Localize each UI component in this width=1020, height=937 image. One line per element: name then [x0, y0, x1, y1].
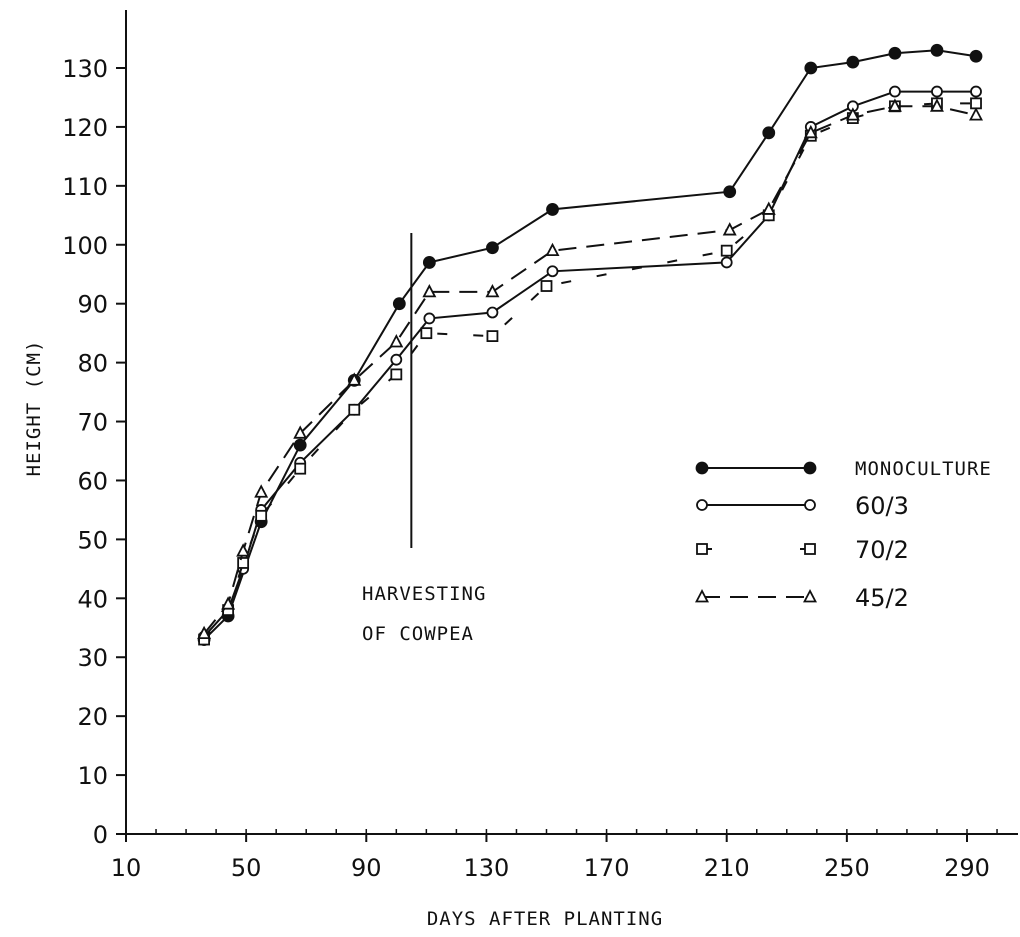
- y-tick-label-130: 130: [62, 55, 108, 83]
- x-tick-label-10: 10: [111, 854, 142, 882]
- y-tick-label-30: 30: [77, 644, 108, 672]
- data-point-45-2-6: [389, 334, 404, 348]
- y-tick-label-80: 80: [77, 350, 108, 378]
- y-axis-title: HEIGHT (CM): [23, 340, 45, 477]
- data-point-70-2-10: [720, 244, 733, 257]
- data-point-45-2-2: [236, 543, 251, 557]
- data-point-45-2-16: [969, 107, 983, 121]
- series-45-2: [197, 98, 983, 640]
- data-point-monoculture-7: [486, 241, 499, 255]
- data-point-45-2-3: [254, 484, 269, 498]
- y-tick-label-20: 20: [77, 703, 108, 731]
- series-line-monoculture: [203, 49, 977, 641]
- x-axis-title: DAYS AFTER PLANTING: [427, 908, 663, 930]
- legend-marker-end-70-2: [804, 543, 816, 555]
- legend-label-70-2: 70/2: [855, 536, 909, 564]
- data-point-70-2-9: [540, 280, 553, 292]
- y-tick-label-50: 50: [77, 526, 108, 554]
- y-tick-label-10: 10: [77, 762, 108, 790]
- data-point-70-2-16: [970, 97, 982, 110]
- x-tick-label-290: 290: [944, 854, 990, 882]
- data-point-45-2-12: [803, 124, 818, 139]
- legend-marker-end-45-2: [803, 589, 817, 603]
- data-point-monoculture-9: [723, 185, 737, 199]
- data-point-70-2-6: [390, 368, 403, 381]
- data-point-45-2-8: [485, 283, 500, 298]
- x-tick-label-90: 90: [351, 854, 382, 882]
- data-point-60-3-7: [423, 312, 436, 325]
- data-point-monoculture-6: [422, 256, 436, 269]
- data-point-70-2-4: [294, 462, 307, 475]
- data-point-45-2-15: [929, 98, 944, 112]
- data-point-70-2-3: [255, 509, 268, 522]
- legend-label-monoculture: MONOCULTURE: [855, 458, 992, 480]
- legend-marker-start-70-2: [696, 543, 708, 555]
- data-point-45-2-11: [761, 201, 776, 215]
- legend-marker-start-45-2: [695, 589, 709, 603]
- legend-label-45-2: 45/2: [855, 584, 909, 612]
- data-point-monoculture-14: [930, 43, 944, 57]
- data-point-70-2-7: [420, 327, 433, 340]
- data-point-45-2-13: [845, 107, 860, 121]
- data-point-60-3-15: [931, 85, 943, 98]
- y-tick-label-0: 0: [93, 821, 108, 849]
- data-point-monoculture-15: [969, 49, 983, 63]
- data-point-45-2-7: [422, 283, 437, 298]
- data-point-60-3-8: [486, 306, 499, 319]
- data-point-60-3-16: [970, 85, 982, 98]
- annotation-label-of-cowpea: OF COWPEA: [362, 623, 474, 645]
- x-tick-label-250: 250: [824, 854, 870, 882]
- data-point-monoculture-5: [392, 297, 406, 311]
- x-tick-label-50: 50: [231, 854, 262, 882]
- data-point-45-2-14: [887, 98, 902, 112]
- legend-marker-start-60-3: [696, 499, 708, 511]
- data-point-monoculture-11: [804, 61, 818, 75]
- data-point-45-2-0: [197, 625, 212, 640]
- series-layer: [197, 43, 983, 646]
- annotation-label-harvesting: HARVESTING: [362, 583, 486, 605]
- legend-marker-end-monoculture: [803, 461, 817, 475]
- data-point-45-2-5: [347, 372, 362, 386]
- y-tick-label-70: 70: [77, 409, 108, 437]
- y-tick-label-60: 60: [77, 467, 108, 495]
- data-point-monoculture-13: [888, 46, 902, 60]
- y-tick-label-90: 90: [77, 291, 108, 319]
- data-point-70-2-8: [486, 330, 499, 343]
- legend-marker-end-60-3: [804, 499, 816, 511]
- y-tick-label-40: 40: [77, 585, 108, 613]
- y-tick-label-110: 110: [62, 173, 108, 201]
- legend-label-60-3: 60/3: [855, 492, 909, 520]
- data-point-45-2-1: [221, 596, 236, 610]
- data-point-monoculture-10: [762, 126, 776, 140]
- data-point-monoculture-12: [846, 55, 860, 69]
- data-point-70-2-2: [237, 557, 250, 569]
- legend: MONOCULTURE 60/3 70/2 45/2: [695, 458, 992, 612]
- data-point-45-2-10: [722, 222, 737, 236]
- x-tick-label-210: 210: [704, 854, 750, 882]
- y-tick-label-120: 120: [62, 114, 108, 142]
- data-point-60-3-14: [889, 85, 901, 98]
- x-tick-label-170: 170: [584, 854, 630, 882]
- data-point-70-2-5: [348, 403, 361, 416]
- legend-marker-start-monoculture: [695, 461, 709, 475]
- data-point-45-2-9: [545, 242, 560, 257]
- data-point-60-3-10: [720, 256, 733, 269]
- data-point-45-2-4: [293, 425, 308, 439]
- data-point-60-3-6: [390, 353, 403, 366]
- y-tick-label-100: 100: [62, 232, 108, 260]
- data-point-60-3-9: [546, 265, 559, 278]
- x-tick-label-130: 130: [464, 854, 510, 882]
- data-point-monoculture-3: [293, 438, 307, 452]
- data-point-monoculture-8: [546, 203, 559, 216]
